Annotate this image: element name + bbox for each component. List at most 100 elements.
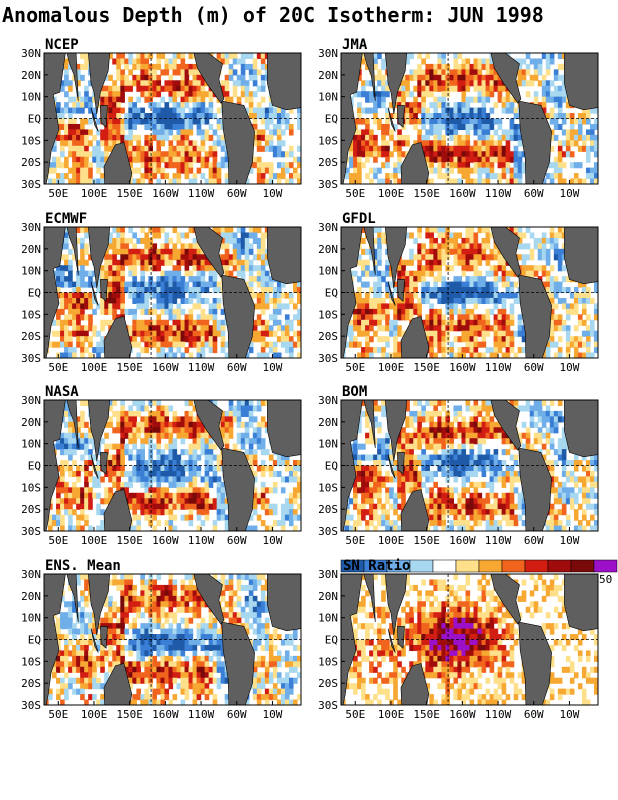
heatmap-cell [421,96,426,103]
heatmap-cell [421,254,426,261]
heatmap-cell [549,91,555,98]
heatmap-cell [284,325,290,332]
heatmap-cell [184,259,190,266]
x-tick-label: 60W [524,187,544,200]
heatmap-cell [549,308,555,315]
heatmap-cell [160,292,166,299]
heatmap-cell [64,443,69,450]
heatmap-cell [581,118,587,125]
heatmap-cell [565,347,571,354]
heatmap-cell [445,129,451,136]
heatmap-cell [401,303,406,310]
heatmap-cell [377,80,382,87]
heatmap-cell [533,265,539,272]
heatmap-cell [549,265,555,272]
heatmap-cell [433,341,438,348]
heatmap-cell [569,129,575,136]
x-tick-label: 60W [524,361,544,374]
heatmap-cell [68,118,73,125]
heatmap-cell [481,341,487,348]
heatmap-cell [272,297,278,305]
heatmap-cell [160,259,166,266]
heatmap-cell [401,91,406,98]
heatmap-cell [72,325,77,332]
heatmap-cell [252,123,258,131]
heatmap-cell [260,325,266,332]
heatmap-cell [369,80,374,87]
heatmap-cell [176,325,182,332]
heatmap-cell [168,325,174,332]
heatmap-cell [192,330,198,337]
heatmap-cell [84,259,89,266]
heatmap-cell [449,319,455,326]
heatmap-cell [232,248,238,255]
heatmap-cell [373,167,378,174]
heatmap-cell [196,129,202,136]
heatmap-cell [461,330,467,337]
heatmap-cell [469,232,475,239]
heatmap-cell [493,319,499,326]
heatmap-cell [292,303,298,310]
heatmap-cell [429,232,434,239]
heatmap-cell [116,134,121,141]
heatmap-cell [204,314,210,321]
heatmap-cell [473,330,479,337]
heatmap-cell [160,85,166,92]
heatmap-cell [80,416,85,423]
heatmap-cell [593,162,598,169]
heatmap-cell [212,129,218,136]
heatmap-cell [381,96,386,103]
heatmap-cell [593,123,598,131]
heatmap-cell [417,91,422,98]
heatmap-cell [573,292,579,299]
heatmap-cell [385,325,390,332]
heatmap-cell [92,308,97,315]
heatmap-cell [381,123,386,131]
heatmap-cell [357,319,362,326]
heatmap-cell [64,421,69,428]
heatmap-cell [453,145,459,152]
heatmap-cell [260,129,266,136]
heatmap-cell [152,243,158,250]
heatmap-cell [373,308,378,315]
heatmap-cell [248,410,254,417]
heatmap-cell [461,319,467,326]
heatmap-cell [196,421,202,428]
heatmap-cell [573,325,579,332]
heatmap-cell [441,259,447,266]
heatmap-cell [140,292,145,299]
heatmap-cell [256,432,262,439]
heatmap-cell [104,140,109,147]
heatmap-cell [565,129,571,136]
heatmap-cell [64,276,69,283]
heatmap-cell [377,178,382,184]
heatmap-cell [461,265,467,272]
x-tick-label: 110W [188,361,215,374]
heatmap-cell [264,292,270,299]
heatmap-cell [365,270,370,277]
heatmap-cell [545,80,551,87]
heatmap-cell [116,276,121,283]
heatmap-cell [160,319,166,326]
heatmap-cell [264,118,270,125]
heatmap-cell [132,178,137,184]
heatmap-cell [192,63,198,70]
heatmap-cell [473,107,479,114]
heatmap-cell [236,96,242,103]
heatmap-cell [244,254,250,261]
heatmap-cell [80,227,85,234]
heatmap-cell [180,432,186,439]
heatmap-cell [72,156,77,163]
heatmap-cell [192,432,198,439]
heatmap-cell [485,270,491,277]
heatmap-cell [260,53,266,60]
heatmap-cell [489,63,495,70]
heatmap-cell [192,91,198,98]
heatmap-cell [108,292,113,299]
heatmap-cell [461,69,467,76]
heatmap-cell [441,123,447,131]
heatmap-cell [192,85,198,92]
heatmap-cell [224,156,230,163]
heatmap-cell [505,145,511,152]
